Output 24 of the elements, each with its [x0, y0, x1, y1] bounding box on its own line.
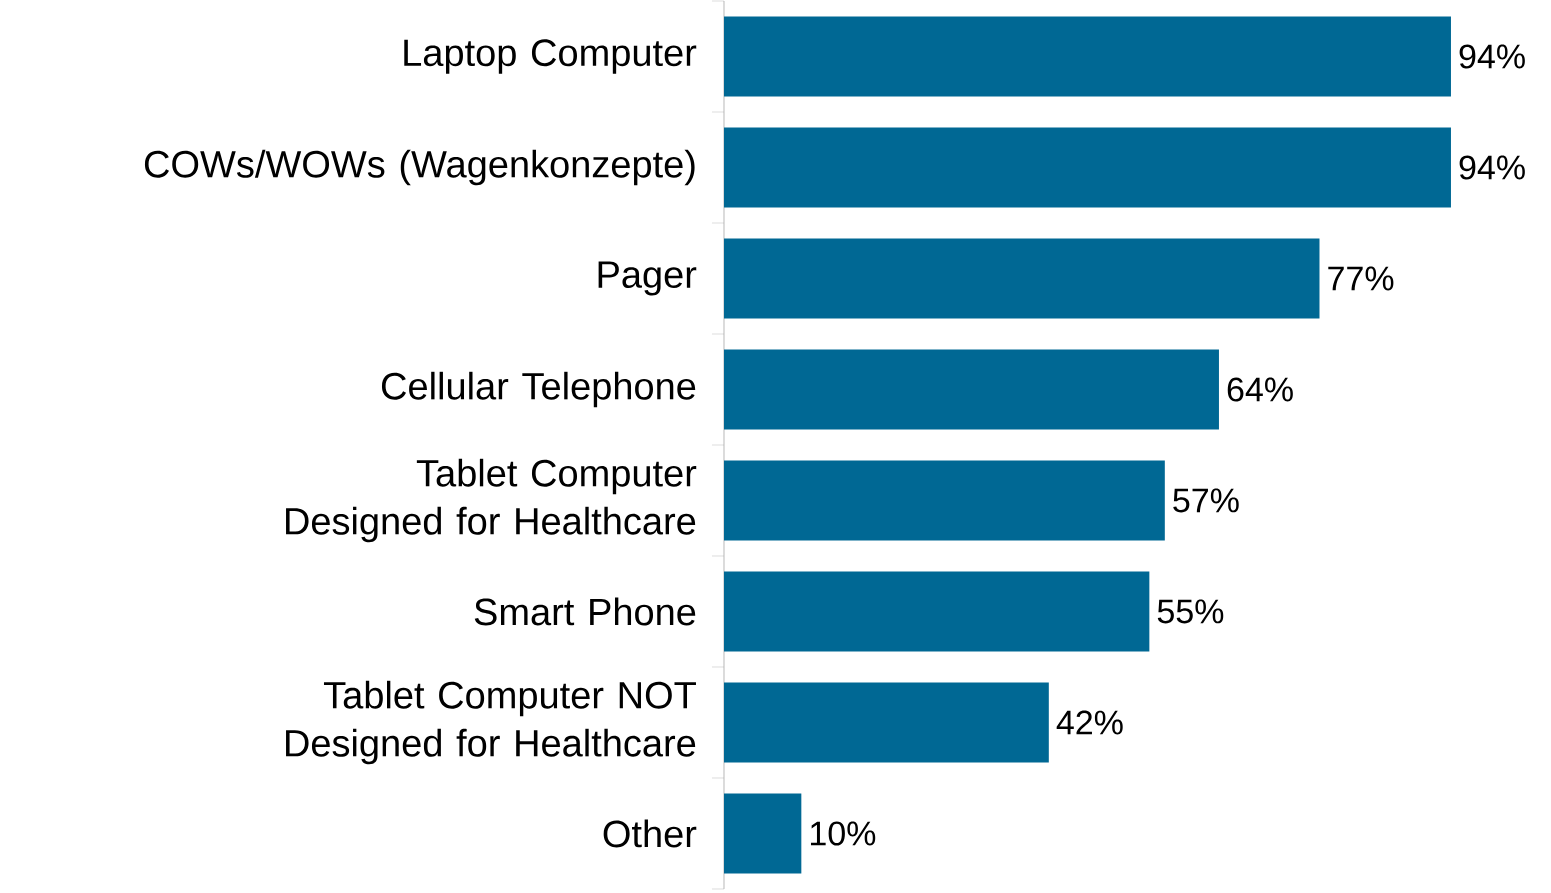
bar	[724, 460, 1165, 541]
y-tick-label: Tablet Computer Designed for Healthcare	[286, 458, 697, 543]
data-label: 57%	[1173, 488, 1239, 513]
data-label: 55%	[1157, 599, 1224, 624]
bar	[724, 238, 1320, 319]
bar	[724, 682, 1049, 763]
bar	[724, 127, 1451, 208]
data-label: 10%	[811, 821, 876, 846]
y-tick-label: COWs/WOWs (Wagenkonzepte)	[144, 149, 695, 186]
y-tick-label: Tablet Computer NOT Designed for Healthcare	[286, 680, 696, 765]
y-tick-label: Laptop Computer	[404, 39, 697, 74]
y-tick-label: Smart Phone	[474, 597, 696, 626]
y-tick-label: Other	[603, 819, 697, 848]
y-tick-label: Pager	[598, 261, 697, 296]
bar	[724, 793, 802, 874]
bar	[724, 16, 1451, 97]
data-label: 94%	[1459, 155, 1525, 180]
data-label: 42%	[1056, 710, 1123, 735]
bar	[724, 571, 1150, 652]
bar	[724, 349, 1219, 430]
y-tick-label: Cellular Telephone	[381, 371, 696, 408]
data-label: 64%	[1227, 377, 1293, 402]
data-label: 77%	[1328, 266, 1394, 291]
data-label: 94%	[1459, 44, 1525, 69]
